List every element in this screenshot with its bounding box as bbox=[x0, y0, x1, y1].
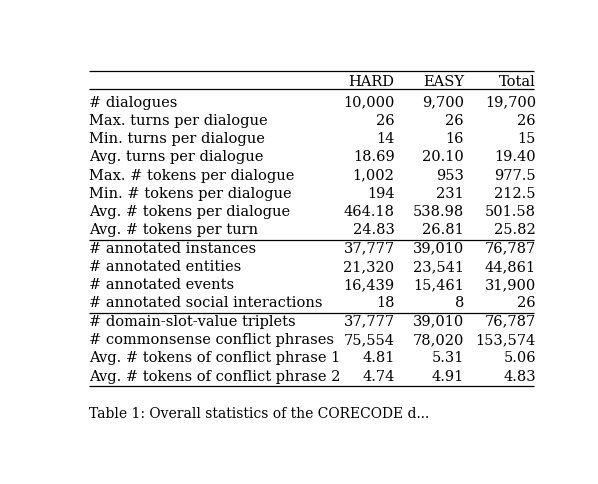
Text: 15: 15 bbox=[517, 132, 536, 146]
Text: 18.69: 18.69 bbox=[353, 151, 395, 165]
Text: 5.06: 5.06 bbox=[504, 351, 536, 365]
Text: 20.10: 20.10 bbox=[422, 151, 464, 165]
Text: Min. # tokens per dialogue: Min. # tokens per dialogue bbox=[89, 187, 291, 201]
Text: 23,541: 23,541 bbox=[413, 260, 464, 274]
Text: 76,787: 76,787 bbox=[484, 242, 536, 256]
Text: 26: 26 bbox=[517, 114, 536, 128]
Text: 76,787: 76,787 bbox=[484, 315, 536, 329]
Text: # commonsense conflict phrases: # commonsense conflict phrases bbox=[89, 333, 334, 347]
Text: # dialogues: # dialogues bbox=[89, 96, 177, 109]
Text: 212.5: 212.5 bbox=[495, 187, 536, 201]
Text: 953: 953 bbox=[436, 168, 464, 182]
Text: Avg. # tokens per turn: Avg. # tokens per turn bbox=[89, 224, 258, 238]
Text: 538.98: 538.98 bbox=[413, 205, 464, 219]
Text: 18: 18 bbox=[376, 297, 395, 311]
Text: 26: 26 bbox=[446, 114, 464, 128]
Text: Avg. turns per dialogue: Avg. turns per dialogue bbox=[89, 151, 263, 165]
Text: 44,861: 44,861 bbox=[485, 260, 536, 274]
Text: Table 1: Overall statistics of the CORECODE d...: Table 1: Overall statistics of the COREC… bbox=[89, 407, 429, 421]
Text: 231: 231 bbox=[437, 187, 464, 201]
Text: 39,010: 39,010 bbox=[413, 242, 464, 256]
Text: 501.58: 501.58 bbox=[485, 205, 536, 219]
Text: 26: 26 bbox=[517, 297, 536, 311]
Text: 19,700: 19,700 bbox=[485, 96, 536, 109]
Text: 21,320: 21,320 bbox=[343, 260, 395, 274]
Text: 78,020: 78,020 bbox=[413, 333, 464, 347]
Text: 24.83: 24.83 bbox=[353, 224, 395, 238]
Text: 26.81: 26.81 bbox=[422, 224, 464, 238]
Text: 9,700: 9,700 bbox=[422, 96, 464, 109]
Text: Avg. # tokens per dialogue: Avg. # tokens per dialogue bbox=[89, 205, 290, 219]
Text: 37,777: 37,777 bbox=[343, 315, 395, 329]
Text: 26: 26 bbox=[376, 114, 395, 128]
Text: 5.31: 5.31 bbox=[432, 351, 464, 365]
Text: 194: 194 bbox=[367, 187, 395, 201]
Text: 75,554: 75,554 bbox=[343, 333, 395, 347]
Text: # annotated events: # annotated events bbox=[89, 278, 234, 292]
Text: 1,002: 1,002 bbox=[353, 168, 395, 182]
Text: 4.91: 4.91 bbox=[432, 370, 464, 383]
Text: 14: 14 bbox=[376, 132, 395, 146]
Text: EASY: EASY bbox=[423, 76, 464, 90]
Text: Avg. # tokens of conflict phrase 1: Avg. # tokens of conflict phrase 1 bbox=[89, 351, 340, 365]
Text: # domain-slot-value triplets: # domain-slot-value triplets bbox=[89, 315, 295, 329]
Text: # annotated social interactions: # annotated social interactions bbox=[89, 297, 322, 311]
Text: 977.5: 977.5 bbox=[495, 168, 536, 182]
Text: 4.83: 4.83 bbox=[504, 370, 536, 383]
Text: 37,777: 37,777 bbox=[343, 242, 395, 256]
Text: 4.74: 4.74 bbox=[362, 370, 395, 383]
Text: Total: Total bbox=[499, 76, 536, 90]
Text: 31,900: 31,900 bbox=[484, 278, 536, 292]
Text: Min. turns per dialogue: Min. turns per dialogue bbox=[89, 132, 264, 146]
Text: 10,000: 10,000 bbox=[343, 96, 395, 109]
Text: Avg. # tokens of conflict phrase 2: Avg. # tokens of conflict phrase 2 bbox=[89, 370, 340, 383]
Text: # annotated entities: # annotated entities bbox=[89, 260, 241, 274]
Text: HARD: HARD bbox=[349, 76, 395, 90]
Text: 4.81: 4.81 bbox=[362, 351, 395, 365]
Text: 25.82: 25.82 bbox=[494, 224, 536, 238]
Text: Max. # tokens per dialogue: Max. # tokens per dialogue bbox=[89, 168, 294, 182]
Text: 39,010: 39,010 bbox=[413, 315, 464, 329]
Text: 15,461: 15,461 bbox=[413, 278, 464, 292]
Text: Max. turns per dialogue: Max. turns per dialogue bbox=[89, 114, 267, 128]
Text: 8: 8 bbox=[454, 297, 464, 311]
Text: 153,574: 153,574 bbox=[475, 333, 536, 347]
Text: 16: 16 bbox=[446, 132, 464, 146]
Text: 16,439: 16,439 bbox=[343, 278, 395, 292]
Text: 464.18: 464.18 bbox=[343, 205, 395, 219]
Text: # annotated instances: # annotated instances bbox=[89, 242, 256, 256]
Text: 19.40: 19.40 bbox=[495, 151, 536, 165]
